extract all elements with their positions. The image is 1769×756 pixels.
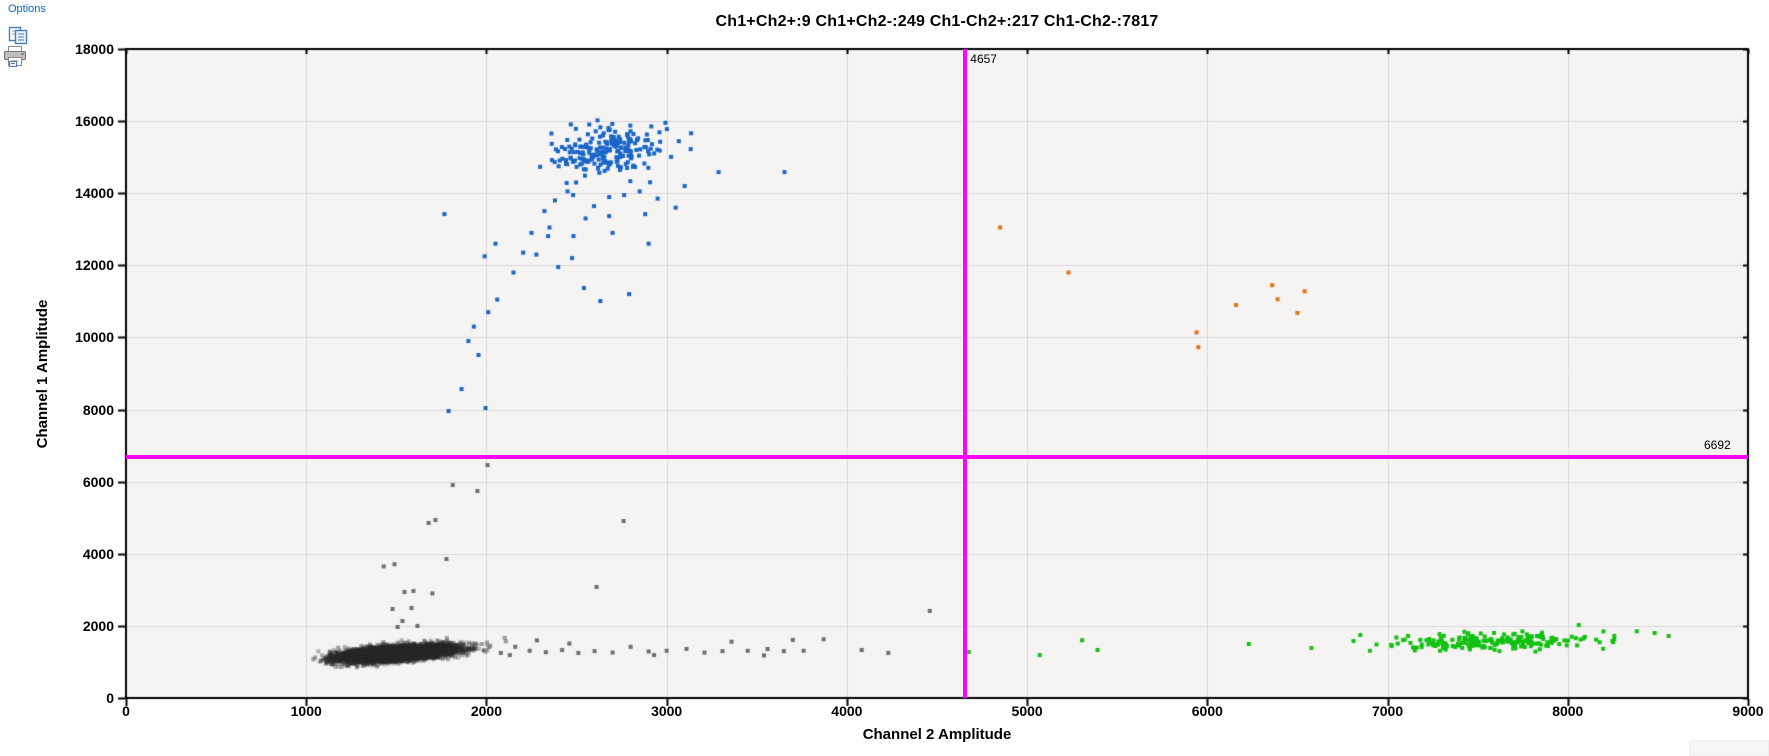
x-axis-title: Channel 2 Amplitude (862, 726, 1012, 743)
x-tick-label: 3000 (651, 703, 683, 719)
x-tick-label: 8000 (1552, 703, 1584, 719)
ch2-threshold-line[interactable] (963, 49, 968, 698)
y-tick-label: 0 (106, 690, 114, 706)
x-tick-label: 4000 (831, 703, 863, 719)
x-tick-label: 6000 (1191, 703, 1223, 719)
y-tick-label: 8000 (82, 401, 114, 418)
x-tick-label: 0 (122, 703, 130, 719)
x-tick-label: 2000 (470, 703, 503, 719)
x-tick-label: 5000 (1011, 703, 1043, 719)
y-tick-label: 12000 (75, 257, 114, 274)
y-tick-label: 14000 (75, 185, 114, 202)
x-tick-label: 7000 (1371, 703, 1404, 719)
quadrant-counts-title: Ch1+Ch2+:9 Ch1+Ch2-:249 Ch1-Ch2+:217 Ch1… (715, 13, 1159, 30)
y-tick-label: 4000 (82, 545, 114, 562)
corner-overlay-fragment (1689, 740, 1769, 756)
ch1-threshold-line[interactable] (126, 454, 1748, 459)
y-tick-label: 10000 (75, 329, 114, 346)
x-tick-label: 9000 (1732, 703, 1764, 719)
ch2-threshold-value: 4657 (970, 52, 997, 66)
y-tick-label: 6000 (82, 473, 114, 490)
x-tick-label: 1000 (290, 703, 322, 719)
y-axis-title: Channel 1 Amplitude (34, 299, 51, 449)
y-tick-label: 16000 (75, 113, 114, 130)
y-tick-label: 18000 (75, 41, 114, 57)
y-tick-label: 2000 (82, 617, 114, 634)
ch1-threshold-value: 6692 (1704, 437, 1731, 452)
